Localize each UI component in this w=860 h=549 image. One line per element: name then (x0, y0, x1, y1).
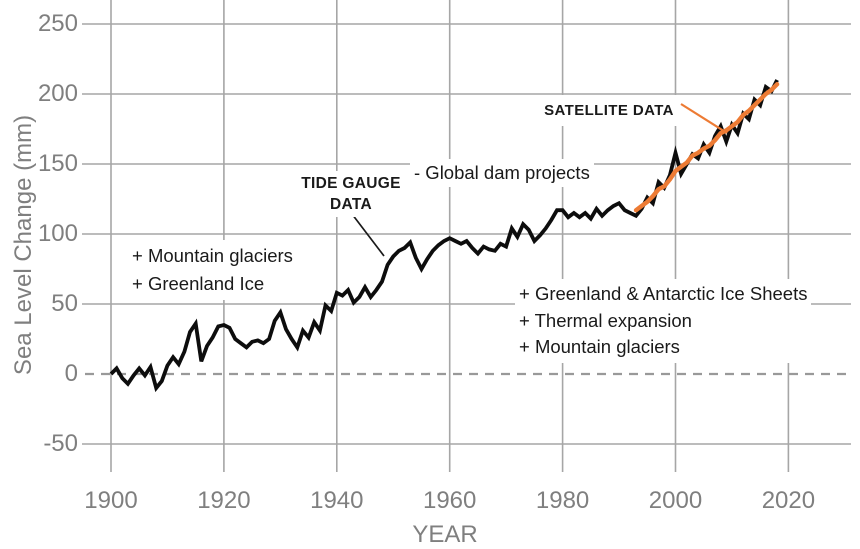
y-axis-title: Sea Level Change (mm) (10, 114, 37, 376)
x-tick-1940: 1940 (310, 487, 364, 514)
y-tick-150: 150 (37, 150, 78, 177)
y-tick-250: 250 (37, 10, 78, 37)
satellite-data-label: SATELLITE DATA (540, 95, 678, 126)
y-tick-200: 200 (37, 80, 78, 107)
global-dam-projects-note: - Global dam projects (410, 159, 594, 187)
satellite-pointer-line (680, 103, 728, 134)
y-tick-100: 100 (37, 220, 78, 247)
tide-gauge-data-label: TIDE GAUGE DATA (297, 171, 405, 217)
x-tick-1960: 1960 (422, 487, 477, 514)
tide-gauge-pointer-line (351, 213, 385, 257)
satellite-series-line (633, 81, 780, 213)
modern-sources-note: + Greenland & Antarctic Ice Sheets + The… (515, 279, 812, 363)
x-tick-1980: 1980 (535, 487, 590, 514)
x-tick-2000: 2000 (648, 487, 703, 514)
x-tick-1920: 1920 (197, 487, 251, 514)
x-axis-title: YEAR (412, 521, 478, 548)
y-tick--50: -50 (43, 430, 78, 457)
x-tick-1900: 1900 (84, 487, 138, 514)
early-century-sources-note: + Mountain glaciers + Greenland Ice (128, 240, 297, 300)
y-tick-0: 0 (64, 360, 78, 387)
y-tick-50: 50 (51, 290, 78, 317)
x-tick-2020: 2020 (761, 487, 816, 514)
